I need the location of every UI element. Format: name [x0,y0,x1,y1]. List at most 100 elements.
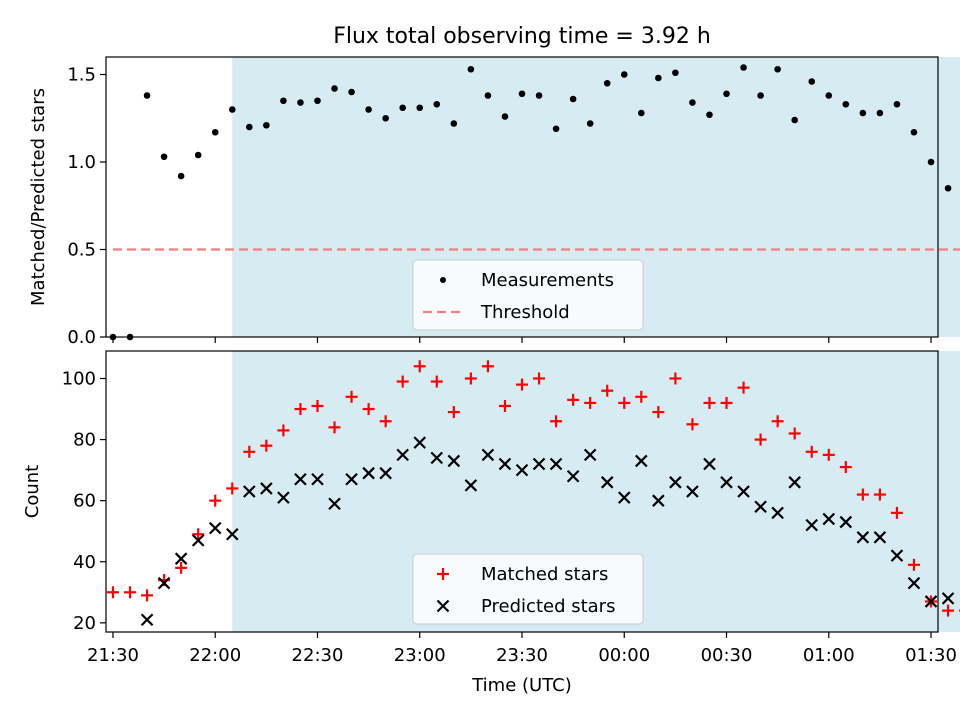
x-b [549,457,563,471]
matched-star-point [328,421,341,434]
x-b [208,521,222,535]
matched-star-point [601,384,614,397]
x-b [720,476,733,489]
x-b [669,476,682,489]
measurement-point [552,125,560,133]
measurement-point [228,106,236,113]
matched-star-point [584,396,597,409]
legend-box [412,259,644,331]
x-b [566,469,580,483]
measurement-point [893,100,901,108]
legend-item: Measurements [440,270,614,291]
x-b [379,466,392,480]
x-b [396,448,409,462]
measurement-point [246,123,253,131]
predicted-star-point [430,451,444,465]
x-b [277,491,290,504]
measurement-point [672,69,679,77]
measurement-point [160,153,168,161]
matched-star-point [226,482,239,495]
y-tick-label: 40 [73,552,96,573]
x-b [617,491,631,504]
measurement-point [450,120,458,127]
x-b [362,466,375,480]
x-b [652,494,665,507]
matched-star-point [277,424,290,437]
legend-label: Matched stars [481,564,608,585]
x-b [481,448,495,462]
predicted-star-point [243,485,256,498]
predicted-star-point [515,463,529,477]
y-tick-label: 1.5 [67,65,96,86]
x-b [225,527,239,541]
x-b [805,518,819,532]
predicted-star-point [924,595,938,608]
x-b [328,497,341,510]
y-tick-label: 80 [73,430,96,451]
measurement-point [620,71,628,78]
predicted-star-point [174,552,188,565]
measurement-point [399,104,407,112]
x-b [635,454,648,468]
predicted-star-point [498,457,512,471]
y-tick-label: 60 [73,491,96,512]
x-b [771,506,784,520]
x-b [464,479,478,492]
measurement-point [586,120,594,127]
predicted-star-point [396,448,409,462]
predicted-star-point [652,494,665,507]
matched-star-point [430,375,443,388]
predicted-star-point [600,476,614,489]
measurement-point [655,74,662,82]
matched-star-point [567,393,580,406]
measurement-point [842,100,850,108]
legend-label: Predicted stars [481,596,615,617]
predicted-star-point [481,448,495,462]
predicted-star-point [583,448,597,462]
predicted-star-point [277,491,290,504]
y-tick-label: 100 [62,368,96,389]
matched-star-point [737,381,750,394]
x-tick-label: 22:30 [292,645,344,666]
measurement-point [382,114,389,122]
measurement-point [416,104,424,112]
x-b [839,515,853,529]
x-b [140,613,154,627]
predicted-star-point [311,473,324,486]
measurement-point [569,95,577,103]
bottom-panel: 20 40 60 80 100 21:30 22:00 22:30 23:00 23:30 00:… [22,350,960,666]
bottom-legend: Matched stars Predicted stars [412,553,644,625]
x-b [822,512,836,526]
x-b [788,476,801,489]
x-b [737,485,750,498]
x-b [498,457,512,471]
x-axis-label: Time (UTC) [471,675,572,696]
predicted-star-point [703,457,716,471]
predicted-star-point [617,491,631,504]
measurement-point [706,111,713,119]
matched-star-point [720,396,733,409]
measurement-point [518,90,526,98]
measurement-point [723,90,730,98]
matched-star-point [652,406,665,419]
matched-star-point [311,399,324,412]
matched-star-point [345,390,358,403]
chart-title: Flux total observing time = 3.92 h [333,24,711,49]
x-b [873,531,887,544]
measurement-point [603,79,611,87]
measurement-point [314,97,321,105]
matched-star-point [260,439,273,452]
predicted-star-point [260,482,273,495]
predicted-star-point [379,466,392,480]
x-b [754,500,767,514]
x-b [907,576,921,590]
x-b [174,552,188,565]
measurement-point [484,92,492,99]
predicted-star-point [532,457,546,471]
predicted-star-point [788,476,801,489]
matched-star-point [447,406,460,419]
predicted-star-point [549,457,563,471]
measurement-point [211,128,219,136]
x-b [686,485,699,498]
measurement-point [501,113,509,120]
